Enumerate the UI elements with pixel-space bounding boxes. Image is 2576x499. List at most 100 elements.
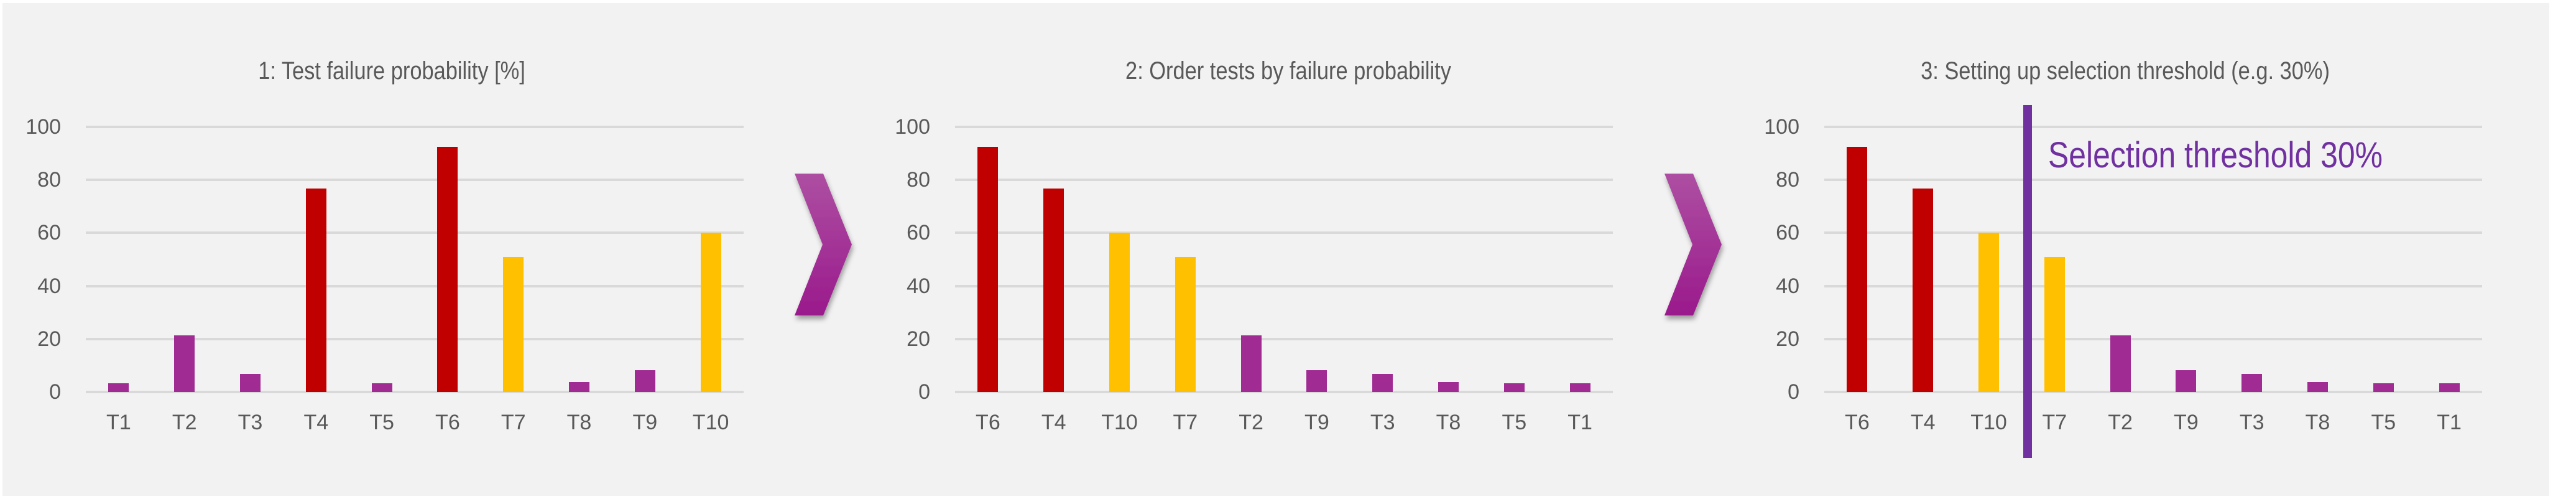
y-axis-tick-label: 100 xyxy=(1764,115,1799,139)
y-axis-tick-label: 60 xyxy=(907,221,930,245)
bar-t1 xyxy=(108,383,129,392)
chart-title: 1: Test failure probability [%] xyxy=(258,57,525,85)
bar-t1 xyxy=(1569,383,1590,392)
gridline xyxy=(955,337,1613,340)
gridline xyxy=(86,284,744,287)
bar-t2 xyxy=(2110,335,2131,392)
x-axis-tick-label: T9 xyxy=(2174,411,2199,434)
bar-t8 xyxy=(1438,382,1459,392)
bar-t8 xyxy=(2307,382,2328,392)
gridline xyxy=(1824,231,2482,235)
x-axis-tick-label: T6 xyxy=(1845,411,1870,434)
x-axis-tick-label: T4 xyxy=(1041,411,1066,434)
bar-t1 xyxy=(2439,383,2460,392)
x-axis-tick-label: T9 xyxy=(1304,411,1329,434)
gridline xyxy=(1824,337,2482,340)
bar-t2 xyxy=(1240,335,1262,392)
bar-t9 xyxy=(1306,370,1327,392)
bar-t7 xyxy=(1175,256,1196,392)
gridline xyxy=(955,179,1613,182)
y-axis-tick-label: 60 xyxy=(37,221,61,245)
x-axis-tick-label: T6 xyxy=(435,411,460,434)
x-axis-tick-label: T10 xyxy=(1101,411,1138,434)
y-axis-tick-label: 20 xyxy=(37,327,61,351)
selection-threshold-label: Selection threshold 30% xyxy=(2048,135,2383,175)
selection-threshold-line xyxy=(2023,105,2032,458)
gridline xyxy=(955,231,1613,235)
gridline xyxy=(86,126,744,128)
x-axis-tick-label: T7 xyxy=(501,411,526,434)
gridline xyxy=(86,179,744,182)
bar-t5 xyxy=(1503,383,1525,392)
x-axis-tick-label: T4 xyxy=(1910,411,1936,434)
chart-title: 2: Order tests by failure probability xyxy=(1125,57,1451,85)
x-axis-tick-label: T5 xyxy=(1502,411,1527,434)
y-axis-tick-label: 100 xyxy=(895,115,930,139)
gridline xyxy=(86,337,744,340)
y-axis-tick-label: 0 xyxy=(918,380,930,404)
bar-t4 xyxy=(1043,188,1064,392)
y-axis-tick-label: 0 xyxy=(1788,380,1799,404)
x-axis-tick-label: T1 xyxy=(106,411,131,434)
y-axis-tick-label: 20 xyxy=(1776,327,1799,351)
x-axis-tick-label: T10 xyxy=(692,411,729,434)
x-axis-tick-label: T8 xyxy=(566,411,592,434)
bar-t10 xyxy=(1978,233,1999,392)
x-axis-tick-label: T7 xyxy=(2042,411,2067,434)
y-axis-tick-label: 80 xyxy=(907,168,930,192)
x-axis-tick-label: T6 xyxy=(976,411,1000,434)
x-axis-tick-label: T8 xyxy=(2305,411,2330,434)
bar-t9 xyxy=(2176,370,2197,392)
bar-t6 xyxy=(437,146,458,392)
gridline xyxy=(1824,391,2482,393)
bar-t5 xyxy=(371,383,392,392)
chevron-right-icon xyxy=(795,174,852,315)
y-axis-tick-label: 100 xyxy=(25,115,61,139)
gridline xyxy=(955,126,1613,128)
bar-t6 xyxy=(1847,146,1868,392)
gridline xyxy=(1824,284,2482,287)
x-axis-tick-label: T1 xyxy=(2437,411,2462,434)
bar-t3 xyxy=(1372,373,1393,392)
bar-t6 xyxy=(977,146,999,392)
x-axis-tick-label: T3 xyxy=(2239,411,2264,434)
gridline xyxy=(86,231,744,235)
x-axis-tick-label: T1 xyxy=(1567,411,1592,434)
y-axis-tick-label: 80 xyxy=(1776,168,1799,192)
y-axis-tick-label: 40 xyxy=(37,274,61,298)
y-axis-tick-label: 40 xyxy=(1776,274,1799,298)
x-axis-tick-label: T3 xyxy=(238,411,263,434)
y-axis-tick-label: 0 xyxy=(49,380,61,404)
bar-t7 xyxy=(503,256,524,392)
y-axis-tick-label: 40 xyxy=(907,274,930,298)
bar-t9 xyxy=(634,370,655,392)
bar-t10 xyxy=(700,233,721,392)
x-axis-tick-label: T2 xyxy=(1239,411,1263,434)
bar-t7 xyxy=(2044,256,2065,392)
x-axis-tick-label: T8 xyxy=(1436,411,1461,434)
x-axis-tick-label: T4 xyxy=(303,411,329,434)
chart-title: 3: Setting up selection threshold (e.g. … xyxy=(1921,57,2330,85)
gridline xyxy=(1824,179,2482,182)
x-axis-tick-label: T7 xyxy=(1173,411,1198,434)
bar-t3 xyxy=(2241,373,2263,392)
y-axis-tick-label: 20 xyxy=(907,327,930,351)
chevron-right-icon xyxy=(1664,174,1722,315)
bar-t4 xyxy=(305,188,326,392)
x-axis-tick-label: T10 xyxy=(1970,411,2007,434)
bar-t10 xyxy=(1109,233,1130,392)
bar-t5 xyxy=(2373,383,2394,392)
gridline xyxy=(1824,126,2482,128)
y-axis-tick-label: 80 xyxy=(37,168,61,192)
x-axis-tick-label: T2 xyxy=(172,411,197,434)
x-axis-tick-label: T2 xyxy=(2108,411,2133,434)
bar-t2 xyxy=(174,335,195,392)
x-axis-tick-label: T5 xyxy=(369,411,394,434)
bar-t8 xyxy=(569,382,589,392)
gridline xyxy=(86,391,744,393)
y-axis-tick-label: 60 xyxy=(1776,221,1799,245)
bar-t4 xyxy=(1913,188,1934,392)
